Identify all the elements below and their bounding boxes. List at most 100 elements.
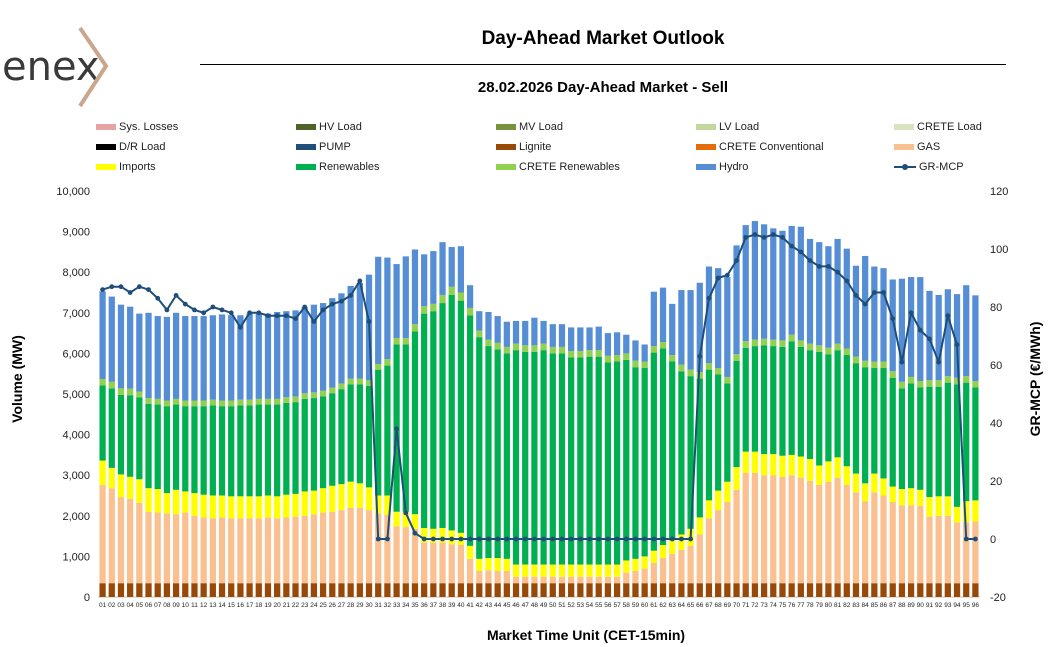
mcp-point bbox=[283, 313, 289, 319]
y-tick-label: 2,000 bbox=[62, 511, 90, 523]
bar-segment bbox=[365, 385, 373, 488]
x-tick-label: 12 bbox=[200, 602, 208, 609]
bar-segment bbox=[209, 518, 216, 584]
bar-segment bbox=[843, 248, 850, 349]
bar-segment bbox=[476, 330, 483, 338]
bar-segment bbox=[356, 483, 363, 508]
bar-segment bbox=[319, 390, 327, 397]
bar-segment bbox=[678, 371, 685, 535]
bar-segment bbox=[246, 583, 253, 597]
bar-segment bbox=[834, 350, 841, 458]
bar-segment bbox=[549, 576, 556, 584]
bar-segment bbox=[430, 303, 437, 312]
bar-segment bbox=[788, 583, 795, 597]
x-tick-label: 50 bbox=[549, 602, 557, 609]
bar-segment bbox=[182, 491, 189, 513]
bar-segment bbox=[935, 515, 942, 584]
bar-segment bbox=[715, 490, 722, 511]
bar-segment bbox=[669, 540, 676, 554]
bar-segment bbox=[705, 363, 713, 370]
bar-segment bbox=[586, 576, 593, 584]
mcp-point bbox=[936, 359, 942, 365]
bar-segment bbox=[228, 583, 235, 597]
bar-segment bbox=[834, 457, 841, 478]
bar-segment bbox=[393, 583, 400, 597]
bar-segment bbox=[641, 368, 648, 557]
bar-segment bbox=[953, 522, 961, 584]
bar-segment bbox=[117, 394, 125, 475]
bar-segment bbox=[402, 511, 409, 528]
x-tick-label: 14 bbox=[218, 602, 226, 609]
x-tick-label: 75 bbox=[779, 602, 787, 609]
bar-segment bbox=[154, 489, 161, 513]
bar-segment bbox=[650, 583, 657, 597]
bar-segment bbox=[650, 352, 657, 551]
bar-segment bbox=[641, 344, 648, 362]
bar-segment bbox=[375, 256, 382, 364]
logo-chevron-icon bbox=[78, 26, 109, 108]
bar-segment bbox=[586, 583, 593, 597]
mcp-point bbox=[770, 232, 776, 237]
bar-segment bbox=[200, 316, 207, 401]
x-tick-label: 54 bbox=[586, 602, 594, 609]
mcp-point bbox=[329, 301, 335, 307]
x-tick-label: 86 bbox=[880, 602, 888, 609]
bar-segment bbox=[182, 406, 189, 492]
x-tick-label: 57 bbox=[613, 602, 621, 609]
bar-segment bbox=[705, 583, 713, 597]
bar-segment bbox=[760, 345, 768, 455]
bar-segment bbox=[733, 467, 740, 490]
bar-segment bbox=[742, 583, 749, 597]
bar-segment bbox=[430, 528, 437, 543]
bar-segment bbox=[770, 454, 777, 476]
legend-swatch bbox=[296, 124, 316, 130]
bar-segment bbox=[816, 242, 823, 346]
bar-segment bbox=[632, 558, 639, 572]
mcp-point bbox=[366, 319, 372, 324]
bar-segment bbox=[862, 501, 869, 584]
bar-segment bbox=[972, 387, 979, 501]
mcp-point bbox=[182, 301, 188, 307]
mcp-point bbox=[927, 336, 932, 342]
logo-wordmark: enex bbox=[2, 44, 100, 90]
bar-segment bbox=[145, 403, 152, 489]
bar-segment bbox=[274, 398, 281, 405]
bar-segment bbox=[301, 491, 308, 516]
bar-segment bbox=[549, 346, 556, 354]
bar-segment bbox=[127, 583, 134, 597]
bar-segment bbox=[724, 481, 731, 502]
y2-tick-label: 20 bbox=[990, 476, 1002, 488]
x-tick-label: 88 bbox=[898, 602, 906, 609]
bar-segment bbox=[448, 544, 455, 584]
x-tick-label: 35 bbox=[411, 602, 419, 609]
legend-swatch bbox=[96, 164, 116, 170]
bar-segment bbox=[595, 326, 602, 351]
bar-segment bbox=[246, 518, 253, 584]
bar-segment bbox=[724, 501, 731, 584]
mcp-point bbox=[256, 310, 262, 316]
bar-segment bbox=[862, 367, 869, 484]
mcp-point bbox=[945, 313, 951, 319]
x-tick-label: 42 bbox=[476, 602, 484, 609]
bar-segment bbox=[246, 405, 253, 497]
bar-segment bbox=[963, 501, 970, 523]
bar-segment bbox=[760, 475, 768, 584]
mcp-point bbox=[164, 307, 170, 313]
bar-segment bbox=[329, 298, 336, 388]
bar-segment bbox=[494, 342, 501, 350]
mcp-point bbox=[155, 295, 161, 301]
bar-segment bbox=[255, 583, 262, 597]
legend-item: CRETE Conventional bbox=[696, 141, 824, 153]
x-tick-label: 49 bbox=[540, 602, 548, 609]
bar-segment bbox=[696, 378, 703, 518]
bar-segment bbox=[384, 514, 391, 584]
mcp-point bbox=[908, 310, 914, 316]
legend-item: Sys. Losses bbox=[96, 121, 178, 133]
y-tick-label: 7,000 bbox=[62, 308, 90, 320]
bar-segment bbox=[935, 496, 942, 516]
bar-segment bbox=[742, 472, 749, 584]
bar-segment bbox=[182, 512, 189, 584]
x-tick-label: 09 bbox=[172, 602, 180, 609]
bar-segment bbox=[494, 571, 501, 584]
bar-segment bbox=[283, 311, 290, 398]
